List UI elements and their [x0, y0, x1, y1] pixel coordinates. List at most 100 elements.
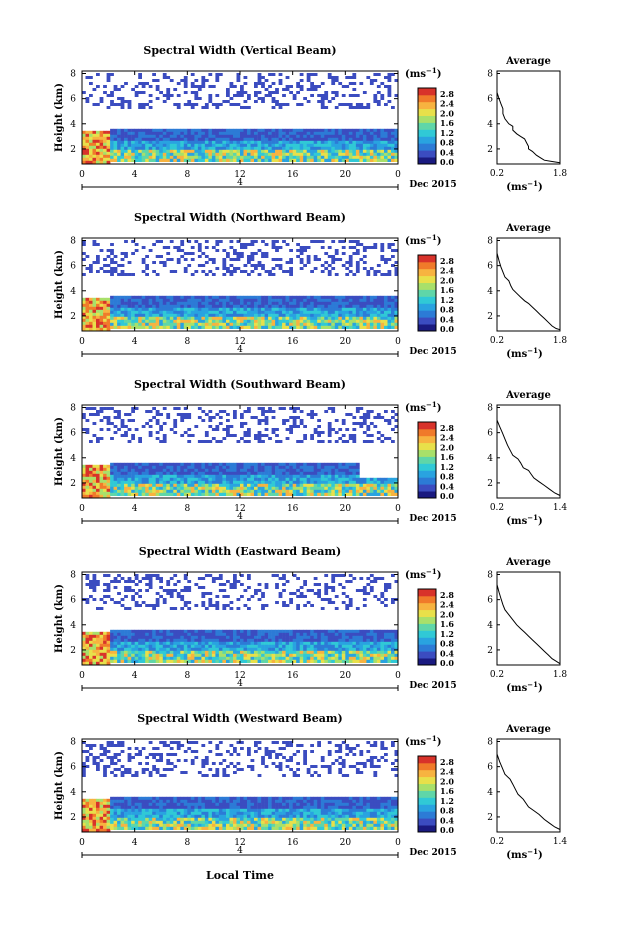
profile-x-tick-label: 1.8: [553, 670, 568, 680]
colorbar-swatch: [418, 630, 436, 638]
profile-y-tick-label: 4: [487, 120, 493, 130]
y-axis-label: Height (km): [54, 751, 65, 820]
profile-y-tick-label: 6: [487, 429, 493, 439]
profile-title: Average: [505, 56, 551, 67]
colorbar-swatch: [418, 88, 436, 96]
colorbar-tick-label: 1.2: [440, 295, 454, 305]
colorbar-swatch: [418, 595, 436, 604]
profile-frame: [496, 571, 561, 666]
colorbar-unit-exp: −1: [426, 400, 437, 409]
colorbar-tick-label: 0.0: [440, 658, 454, 668]
y-tick-label: 6: [70, 262, 76, 272]
colorbar-swatch: [418, 289, 436, 297]
x-tick-label: 0: [395, 838, 401, 848]
profile-xlabel: (ms−1): [506, 179, 542, 193]
heatmap-cells: [82, 407, 399, 498]
profile-frame: [496, 70, 561, 165]
profile-y-tick-label: 8: [487, 70, 493, 80]
date-label: Dec 2015: [409, 848, 456, 858]
colorbar-swatch: [418, 769, 436, 778]
heatmap-cells: [82, 240, 399, 331]
colorbar-swatch: [418, 756, 436, 764]
panel-title: Spectral Width (Eastward Beam): [139, 545, 341, 558]
colorbar-tick-label: 2.0: [440, 275, 454, 285]
colorbar-unit: (ms−1): [405, 233, 441, 247]
heatmap-cells: [82, 574, 399, 665]
colorbar-unit-base: (ms: [405, 403, 426, 414]
x-tick-label: 0: [395, 671, 401, 681]
profile-xlabel-base: (ms: [506, 850, 527, 861]
profile-xlabel-exp: −1: [527, 847, 538, 856]
colorbar-tick-label: 2.0: [440, 108, 454, 118]
y-axis-label: Height (km): [54, 584, 65, 653]
colorbar-unit-base: (ms: [405, 236, 426, 247]
profile-y-tick-label: 2: [487, 646, 493, 656]
colorbar-tick-label: 1.6: [440, 452, 454, 462]
day-marker: 4: [237, 512, 243, 522]
profile-x-tick-label: 1.8: [553, 169, 568, 179]
average-profile: Average 2 4 6 8 0.2 1.4 (ms−1): [487, 724, 567, 861]
colorbar-unit-base: (ms: [405, 737, 426, 748]
panel-title: Spectral Width (Northward Beam): [134, 211, 346, 224]
profile-frame: [496, 738, 561, 833]
colorbar-swatch: [418, 268, 436, 277]
y-tick-label: 2: [70, 479, 76, 489]
profile-y-tick-label: 8: [487, 404, 493, 414]
colorbar-swatch: [418, 428, 436, 437]
profile-x-tick-label: 1.8: [553, 336, 568, 346]
profile-xlabel-exp: −1: [527, 179, 538, 188]
x-tick-label: 8: [184, 337, 190, 347]
profile-x-tick-label: 0.2: [490, 503, 504, 513]
y-tick-label: 6: [70, 596, 76, 606]
y-axis-label: Height (km): [54, 417, 65, 486]
colorbar-tick-label: 1.2: [440, 629, 454, 639]
colorbar-swatch: [418, 825, 436, 833]
profile-line: [496, 584, 561, 665]
profile-xlabel-base: (ms: [506, 516, 527, 527]
colorbar-unit-close: ): [437, 69, 442, 80]
profile-title: Average: [505, 223, 551, 234]
colorbar-unit-exp: −1: [426, 233, 437, 242]
colorbar-swatch: [418, 609, 436, 617]
colorbar-unit: (ms−1): [405, 734, 441, 748]
y-tick-label: 4: [70, 120, 76, 130]
colorbar-swatch: [418, 790, 436, 798]
profile-y-tick-label: 8: [487, 738, 493, 748]
x-tick-label: 0: [79, 170, 85, 180]
colorbar-swatch: [418, 818, 436, 826]
profile-y-tick-label: 2: [487, 813, 493, 823]
colorbar-swatch: [418, 136, 436, 144]
average-profile: Average 2 4 6 8 0.2 1.4 (ms−1): [487, 390, 567, 527]
profile-y-tick-label: 4: [487, 287, 493, 297]
colorbar-swatch: [418, 477, 436, 485]
x-tick-label: 4: [132, 337, 138, 347]
panel-title: Spectral Width (Southward Beam): [134, 378, 346, 391]
colorbar-swatch: [418, 303, 436, 311]
x-tick-label: 20: [340, 170, 352, 180]
colorbar-frame: [417, 588, 437, 666]
profile-y-tick-label: 2: [487, 145, 493, 155]
colorbar-unit: (ms−1): [405, 567, 441, 581]
x-tick-label: 12: [234, 671, 245, 681]
y-tick-label: 8: [70, 738, 76, 748]
profile-xlabel-exp: −1: [527, 680, 538, 689]
x-tick-label: 20: [340, 838, 352, 848]
average-profile: Average 2 4 6 8 0.2 1.8 (ms−1): [487, 56, 567, 193]
colorbar-tick-label: 0.4: [440, 648, 454, 658]
profile-x-tick-label: 0.2: [490, 336, 504, 346]
y-axis-label: Height (km): [54, 250, 65, 319]
y-tick-label: 6: [70, 429, 76, 439]
profile-x-tick-label: 0.2: [490, 169, 504, 179]
x-tick-label: 20: [340, 504, 352, 514]
panel-4: Spectral Width (Eastward Beam) 2 4 6 8 Height…: [54, 545, 567, 694]
y-tick-label: 6: [70, 763, 76, 773]
profile-xlabel-close: ): [538, 516, 543, 527]
panel-5: Spectral Width (Westward Beam) 2 4 6 8 Height…: [54, 712, 567, 861]
y-tick-label: 2: [70, 145, 76, 155]
profile-xlabel-close: ): [538, 683, 543, 694]
colorbar-swatch: [418, 811, 436, 819]
profile-frame: [496, 237, 561, 332]
colorbar-tick-label: 0.4: [440, 481, 454, 491]
profile-title: Average: [505, 390, 551, 401]
profile-y-tick-label: 4: [487, 454, 493, 464]
